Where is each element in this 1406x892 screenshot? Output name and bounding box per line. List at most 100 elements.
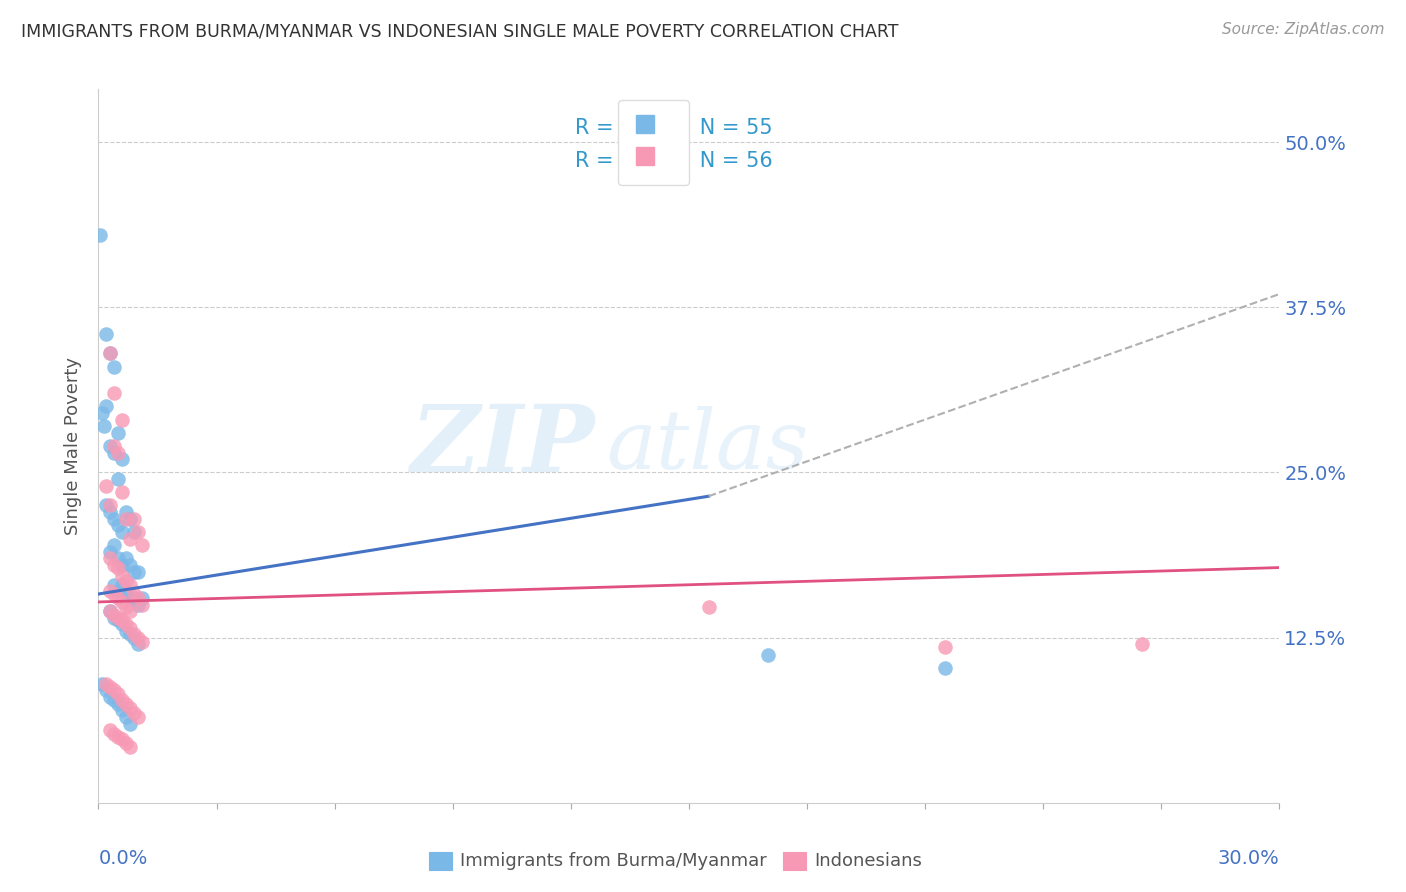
- Point: [107, 472, 129, 486]
- Point: [111, 732, 134, 747]
- Point: [107, 697, 129, 711]
- Point: [107, 611, 129, 625]
- Text: Indonesians: Indonesians: [814, 852, 922, 870]
- Point: [122, 706, 145, 720]
- Point: [111, 614, 134, 628]
- Point: [118, 532, 141, 546]
- Point: [111, 578, 134, 592]
- Point: [115, 505, 138, 519]
- Point: [115, 710, 138, 724]
- Point: [122, 565, 145, 579]
- Point: [131, 634, 153, 648]
- Text: R = 0.222   N = 55: R = 0.222 N = 55: [575, 118, 773, 138]
- Point: [103, 511, 125, 525]
- Point: [118, 558, 141, 572]
- Point: [127, 565, 149, 579]
- Point: [107, 614, 129, 628]
- Point: [103, 587, 125, 601]
- Point: [107, 551, 129, 566]
- Point: [98, 604, 121, 618]
- Point: [103, 727, 125, 741]
- Point: [115, 511, 138, 525]
- Point: [934, 640, 956, 654]
- Point: [118, 740, 141, 755]
- Point: [118, 591, 141, 605]
- Text: Source: ZipAtlas.com: Source: ZipAtlas.com: [1222, 22, 1385, 37]
- Point: [103, 683, 125, 698]
- Point: [98, 690, 121, 704]
- Point: [98, 584, 121, 599]
- Point: [98, 505, 121, 519]
- Point: [118, 511, 141, 525]
- Point: [98, 346, 121, 360]
- Point: [103, 611, 125, 625]
- Point: [122, 587, 145, 601]
- Point: [115, 736, 138, 750]
- Point: [122, 626, 145, 640]
- Point: [103, 538, 125, 552]
- Point: [111, 524, 134, 539]
- Point: [91, 406, 114, 420]
- Point: [131, 591, 153, 605]
- Point: [118, 716, 141, 731]
- Point: [98, 545, 121, 559]
- Point: [111, 617, 134, 632]
- Point: [115, 551, 138, 566]
- Point: [107, 560, 129, 574]
- Point: [96, 326, 118, 341]
- Point: [98, 439, 121, 453]
- Point: [127, 631, 149, 645]
- Point: [131, 538, 153, 552]
- Point: [103, 692, 125, 706]
- Point: [127, 710, 149, 724]
- Text: 0.0%: 0.0%: [98, 849, 148, 868]
- Point: [107, 688, 129, 702]
- Point: [111, 595, 134, 609]
- Point: [111, 568, 134, 582]
- Point: [127, 524, 149, 539]
- Legend: , : ,: [619, 100, 689, 186]
- Point: [98, 723, 121, 738]
- Point: [115, 617, 138, 632]
- Point: [118, 578, 141, 592]
- Point: [115, 574, 138, 588]
- Y-axis label: Single Male Poverty: Single Male Poverty: [65, 357, 83, 535]
- Point: [96, 683, 118, 698]
- Point: [89, 227, 111, 242]
- Point: [127, 598, 149, 612]
- Point: [111, 692, 134, 706]
- Point: [697, 600, 720, 615]
- Point: [96, 677, 118, 691]
- Point: [934, 661, 956, 675]
- Point: [127, 591, 149, 605]
- Point: [118, 626, 141, 640]
- Point: [122, 631, 145, 645]
- Point: [103, 578, 125, 592]
- Text: IMMIGRANTS FROM BURMA/MYANMAR VS INDONESIAN SINGLE MALE POVERTY CORRELATION CHAR: IMMIGRANTS FROM BURMA/MYANMAR VS INDONES…: [21, 22, 898, 40]
- Point: [111, 558, 134, 572]
- Point: [122, 524, 145, 539]
- Point: [103, 359, 125, 374]
- Point: [96, 478, 118, 492]
- Point: [115, 587, 138, 601]
- Text: atlas: atlas: [606, 406, 808, 486]
- Point: [103, 558, 125, 572]
- Point: [127, 637, 149, 651]
- Point: [107, 518, 129, 533]
- Point: [131, 598, 153, 612]
- Point: [98, 680, 121, 694]
- Point: [107, 730, 129, 744]
- Point: [107, 591, 129, 605]
- Text: 30.0%: 30.0%: [1218, 849, 1279, 868]
- Point: [98, 346, 121, 360]
- Text: Immigrants from Burma/Myanmar: Immigrants from Burma/Myanmar: [460, 852, 766, 870]
- Point: [96, 499, 118, 513]
- Point: [118, 621, 141, 635]
- Point: [118, 604, 141, 618]
- Point: [115, 624, 138, 638]
- Point: [107, 425, 129, 440]
- Point: [111, 703, 134, 717]
- Point: [107, 445, 129, 459]
- Point: [111, 452, 134, 467]
- Point: [96, 400, 118, 414]
